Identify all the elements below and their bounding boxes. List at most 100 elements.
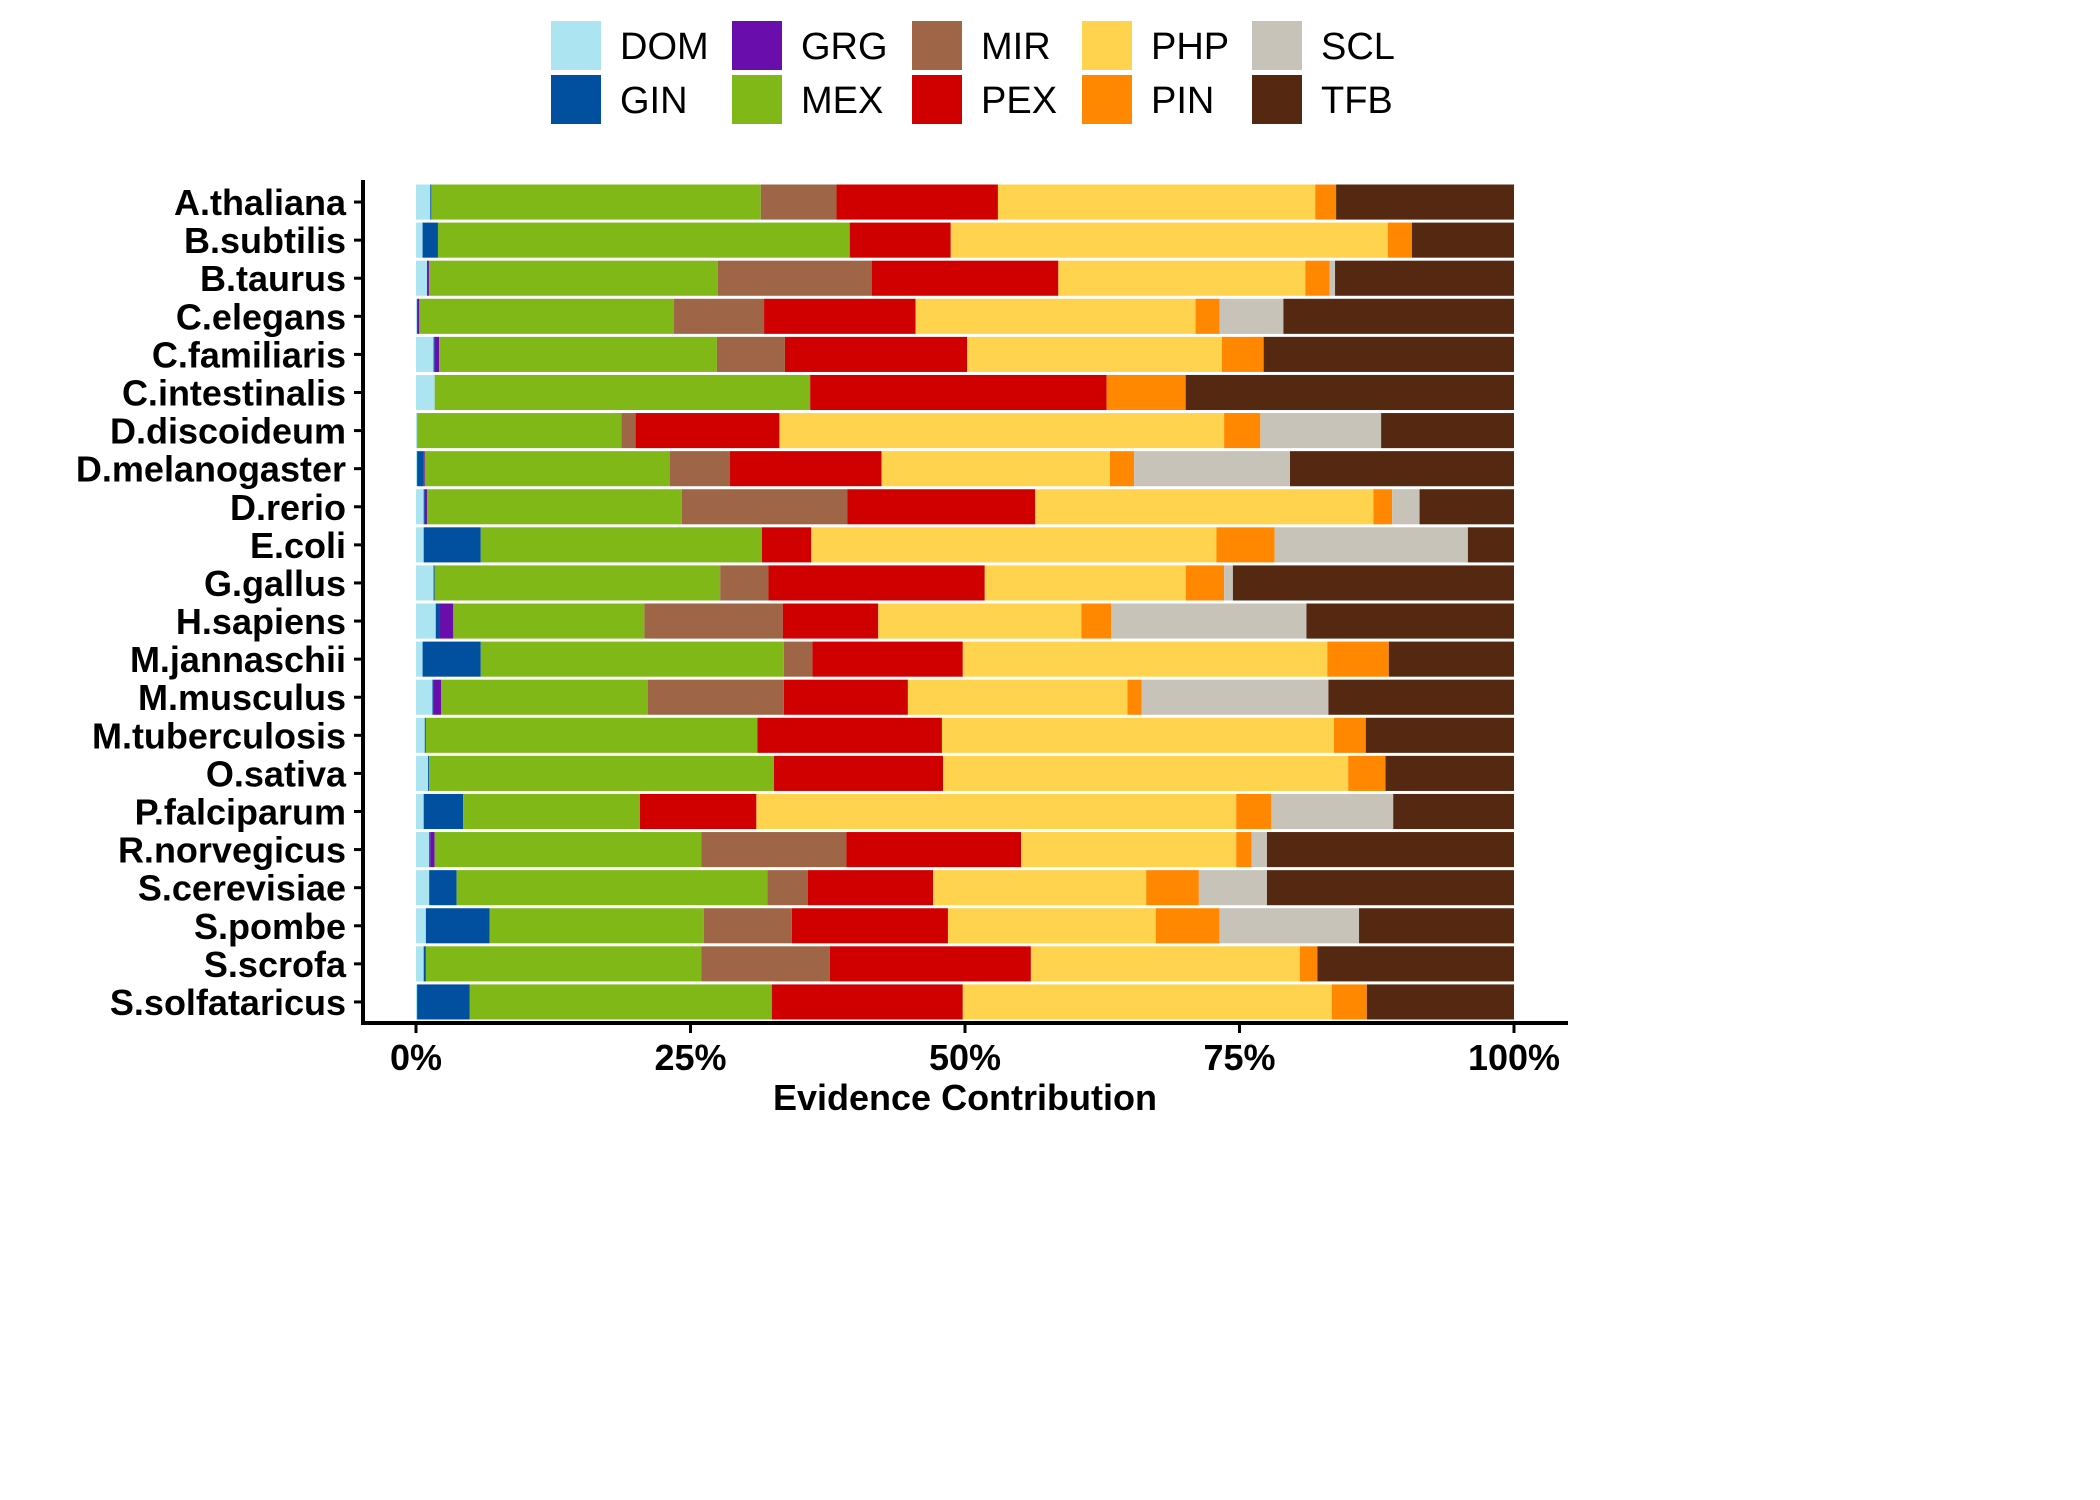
bar-s-scrofa-php	[1030, 946, 1300, 982]
bar-a-thaliana-php	[997, 184, 1316, 220]
bar-e-coli-pin	[1216, 527, 1275, 563]
bar-m-musculus-tfb	[1328, 679, 1514, 715]
bar-o-sativa-dom	[416, 755, 429, 791]
bar-g-gallus-pex	[768, 565, 985, 601]
y-label-a-thaliana: A.thaliana	[174, 182, 347, 223]
bar-a-thaliana-pex	[836, 184, 998, 220]
legend-label-pex: PEX	[981, 80, 1057, 122]
y-label-s-scrofa: S.scrofa	[204, 944, 347, 985]
y-label-c-familiaris: C.familiaris	[152, 334, 346, 375]
bar-g-gallus-mex	[434, 565, 721, 601]
y-label-d-discoideum: D.discoideum	[110, 411, 346, 452]
bar-b-subtilis-mex	[437, 222, 850, 258]
bar-s-scrofa-mex	[425, 946, 702, 982]
bar-s-solfataricus-pex	[771, 984, 963, 1020]
bar-g-gallus-mir	[720, 565, 769, 601]
y-label-p-falciparum: P.falciparum	[135, 792, 346, 833]
legend-key-grg	[732, 21, 782, 70]
bar-s-scrofa-pex	[829, 946, 1031, 982]
bar-c-familiaris-gin	[433, 336, 435, 372]
bar-m-jannaschii-mir	[783, 641, 813, 677]
legend-label-tfb: TFB	[1321, 80, 1393, 122]
bar-b-subtilis-gin	[422, 222, 438, 258]
bar-m-tuberculosis-php	[941, 717, 1334, 753]
legend-key-php	[1082, 21, 1132, 70]
bar-b-taurus-mex	[429, 260, 718, 296]
bar-h-sapiens-tfb	[1306, 603, 1514, 639]
bar-b-subtilis-pex	[849, 222, 951, 258]
bar-m-musculus-scl	[1141, 679, 1329, 715]
legend-label-gin: GIN	[620, 80, 688, 122]
bar-e-coli-scl	[1274, 527, 1468, 563]
bar-p-falciparum-pin	[1236, 793, 1272, 830]
bar-s-pombe-pin	[1155, 908, 1220, 944]
bar-d-rerio-grg	[424, 489, 427, 525]
bar-r-norvegicus-gin	[429, 832, 431, 868]
bar-s-solfataricus-tfb	[1366, 984, 1514, 1020]
y-label-h-sapiens: H.sapiens	[176, 601, 346, 642]
legend: DOM GIN GRG MEX MIR PEX PHP PIN SCL TFB	[551, 21, 1395, 124]
bar-s-scrofa-mir	[701, 946, 830, 982]
bar-b-subtilis-php	[950, 222, 1388, 258]
bar-r-norvegicus-php	[1021, 832, 1237, 868]
legend-label-grg: GRG	[801, 26, 888, 68]
y-label-s-solfataricus: S.solfataricus	[110, 982, 346, 1023]
bar-s-cerevisiae-pin	[1146, 870, 1199, 906]
bar-d-discoideum-dom	[416, 413, 418, 449]
bar-b-subtilis-tfb	[1411, 222, 1514, 258]
bar-c-elegans-dom	[416, 298, 418, 334]
bar-s-cerevisiae-pex	[807, 870, 934, 906]
bar-r-norvegicus-mex	[434, 832, 702, 868]
bar-c-elegans-tfb	[1283, 298, 1514, 334]
x-tick-label: 100%	[1468, 1037, 1560, 1078]
y-label-e-coli: E.coli	[250, 525, 346, 566]
bar-a-thaliana-mir	[760, 184, 837, 220]
bar-d-melanogaster-dom	[416, 451, 418, 487]
bar-s-solfataricus-dom	[416, 984, 418, 1020]
bar-p-falciparum-pex	[639, 793, 757, 830]
bar-c-elegans-mex	[419, 298, 675, 334]
bar-b-taurus-scl	[1329, 260, 1336, 296]
bar-c-familiaris-dom	[416, 336, 434, 372]
bar-d-melanogaster-pin	[1109, 451, 1135, 487]
bar-c-intestinalis-tfb	[1185, 374, 1514, 411]
legend-label-mex: MEX	[801, 80, 883, 122]
bar-d-discoideum-tfb	[1381, 413, 1514, 449]
bar-e-coli-tfb	[1467, 527, 1514, 563]
bar-o-sativa-mex	[429, 755, 774, 791]
bar-g-gallus-dom	[416, 565, 434, 601]
legend-key-mir	[912, 21, 962, 70]
bar-d-rerio-pin	[1373, 489, 1393, 525]
bar-c-intestinalis-pex	[810, 374, 1107, 411]
bar-b-taurus-tfb	[1335, 260, 1514, 296]
bar-e-coli-dom	[416, 527, 424, 563]
bar-s-scrofa-pin	[1299, 946, 1318, 982]
y-label-r-norvegicus: R.norvegicus	[118, 830, 346, 871]
bar-c-intestinalis-pin	[1106, 374, 1186, 411]
legend-key-pin	[1082, 75, 1132, 124]
bar-h-sapiens-scl	[1111, 603, 1307, 639]
bar-d-rerio-scl	[1392, 489, 1420, 525]
bar-c-elegans-mir	[674, 298, 765, 334]
bar-s-pombe-mir	[703, 908, 792, 944]
stacked-bar-chart: DOM GIN GRG MEX MIR PEX PHP PIN SCL TFB A.thalian…	[76, 21, 1568, 1116]
bar-m-musculus-pin	[1127, 679, 1142, 715]
bar-m-musculus-grg	[433, 679, 442, 715]
bar-r-norvegicus-tfb	[1266, 832, 1514, 868]
bar-m-tuberculosis-mex	[425, 717, 758, 753]
y-label-m-jannaschii: M.jannaschii	[130, 639, 346, 680]
x-axis-ticks: 0% 25% 50% 75% 100%	[390, 1023, 1560, 1078]
bar-o-sativa-tfb	[1385, 755, 1514, 791]
bar-s-scrofa-tfb	[1317, 946, 1514, 982]
bar-d-melanogaster-tfb	[1290, 451, 1514, 487]
bar-a-thaliana-gin	[430, 184, 432, 220]
y-label-d-melanogaster: D.melanogaster	[76, 449, 346, 490]
bar-b-taurus-mir	[717, 260, 872, 296]
bar-c-familiaris-pex	[784, 336, 968, 372]
bar-d-discoideum-php	[779, 413, 1225, 449]
x-tick-label: 25%	[654, 1037, 726, 1078]
bar-s-solfataricus-mex	[469, 984, 772, 1020]
bar-m-musculus-php	[907, 679, 1128, 715]
bar-b-taurus-pin	[1305, 260, 1330, 296]
y-label-c-intestinalis: C.intestinalis	[122, 373, 346, 414]
